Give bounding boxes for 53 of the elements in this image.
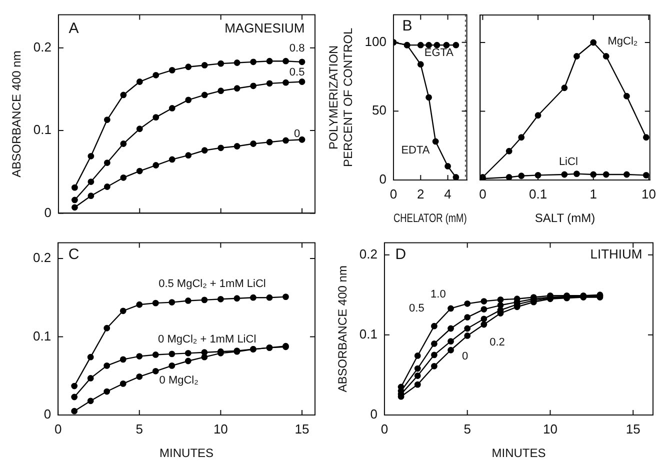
y-tick-label: 0	[44, 406, 52, 422]
annotation: EGTA	[424, 46, 454, 59]
x-tick-label: 5	[464, 421, 471, 436]
annotation: LITHIUM	[590, 246, 642, 262]
x-tick-label: 4	[444, 186, 452, 202]
y-tick-label: 100	[364, 34, 386, 49]
y-axis-title: ABSORBANCE 400 nm	[336, 266, 350, 392]
annotation: 0.2	[490, 336, 505, 349]
x-tick-label: 5	[136, 421, 143, 436]
x-tick-label: 1	[590, 186, 597, 202]
y-tick-label: 0.1	[32, 328, 52, 344]
annotation: 0.5 MgCl₂ + 1mM LiCl	[158, 278, 266, 290]
y-tick-label: 0.2	[32, 250, 52, 266]
annotation: 0	[462, 350, 468, 362]
y-tick-label: 0	[44, 204, 52, 220]
annotation: 0.8	[289, 42, 305, 55]
y-tick-label: 0.2	[359, 246, 378, 262]
x-axis-title: SALT (mM)	[534, 211, 596, 226]
x-axis-title: MINUTES	[160, 446, 214, 460]
annotation: C	[68, 246, 80, 263]
annotation: A	[68, 20, 79, 37]
y-tick-label: 0.1	[33, 122, 52, 138]
y-axis-title: POLYMERIZATION PERCENT OF CONTROL	[326, 28, 355, 167]
annotation: 0 MgCl₂	[159, 374, 198, 387]
y-tick-label: 0.2	[33, 39, 52, 54]
annotation: 0 MgCl₂ + 1mM LiCl	[158, 333, 256, 346]
x-tick-label: 10	[213, 421, 228, 436]
annotation: LiCl	[558, 156, 578, 168]
x-axis-title: CHELATOR (mM)	[394, 212, 467, 226]
annotation: 1.0	[430, 288, 446, 300]
x-tick-label: 15	[626, 421, 640, 436]
y-axis-title: ABSORBANCE 400 nm	[10, 50, 24, 178]
annotation: D	[395, 246, 406, 263]
y-tick-label: 0	[379, 172, 386, 187]
annotation: 0	[294, 128, 300, 140]
x-tick-label: 2	[417, 186, 424, 202]
y-tick-label: 50	[372, 102, 386, 118]
x-axis-title: MINUTES	[492, 446, 546, 460]
x-tick-label: 15	[294, 421, 310, 436]
annotation: EDTA	[401, 144, 430, 156]
annotation: MAGNESIUM	[224, 20, 305, 36]
x-tick-label: 10	[641, 186, 656, 202]
x-tick-label: 0	[390, 186, 398, 202]
y-tick-label: 0.1	[359, 326, 378, 342]
x-tick-label: 10	[542, 421, 558, 436]
annotation: 0.5	[409, 302, 424, 314]
x-tick-label: 0	[54, 421, 62, 436]
y-tick-label: 0	[370, 406, 378, 422]
annotation: MgCl₂	[608, 35, 638, 48]
annotation: 0.5	[289, 66, 305, 78]
x-tick-label: 0	[479, 186, 486, 202]
annotation: B	[402, 18, 412, 35]
x-tick-label: 0.1	[528, 186, 548, 202]
